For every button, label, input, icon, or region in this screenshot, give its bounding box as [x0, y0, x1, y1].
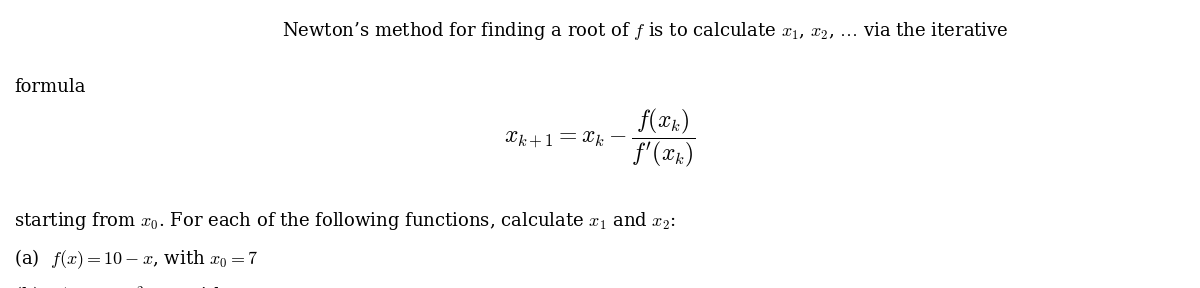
Text: formula: formula: [14, 78, 86, 96]
Text: starting from $x_0$. For each of the following functions, calculate $x_1$ and $x: starting from $x_0$. For each of the fol…: [14, 210, 677, 232]
Text: (b)  $f(x) = -x^2 + 1$, with $x_0 = 0$: (b) $f(x) = -x^2 + 1$, with $x_0 = 0$: [14, 285, 280, 288]
Text: $x_{k+1} = x_k - \dfrac{f(x_k)}{f'(x_k)}$: $x_{k+1} = x_k - \dfrac{f(x_k)}{f'(x_k)}…: [504, 107, 696, 169]
Text: (a)  $f(x) = 10 - x$, with $x_0 = 7$: (a) $f(x) = 10 - x$, with $x_0 = 7$: [14, 248, 259, 271]
Text: Newton’s method for finding a root of $f$ is to calculate $x_1$, $x_2$, $\ldots$: Newton’s method for finding a root of $f…: [282, 20, 1009, 42]
